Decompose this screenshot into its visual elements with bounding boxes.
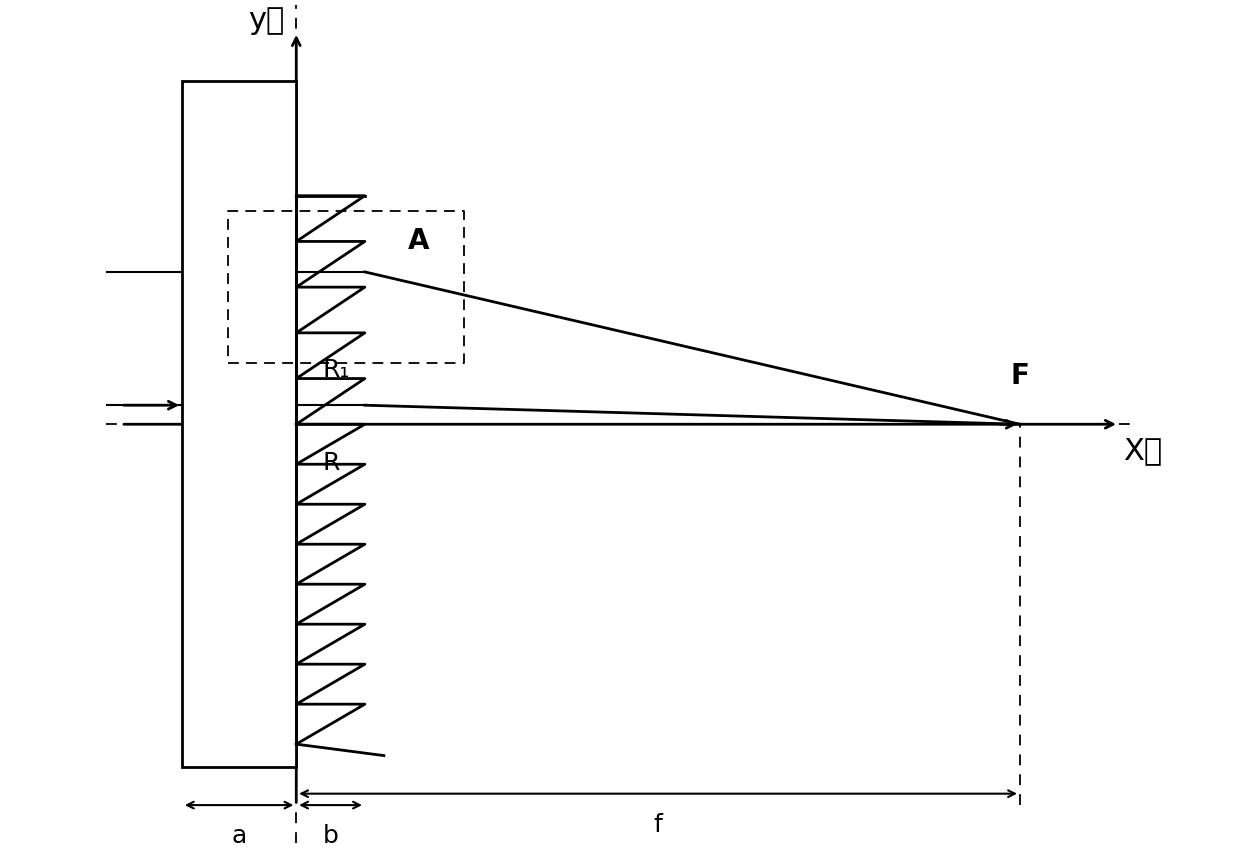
Bar [182,81,296,767]
Text: a: a [232,824,247,848]
Text: R₁: R₁ [322,358,351,382]
Text: f: f [653,813,662,837]
Text: R: R [322,451,340,475]
Text: X轴: X轴 [1122,436,1162,465]
Text: y轴: y轴 [248,6,285,35]
Text: F: F [1011,362,1029,390]
Text: A: A [408,227,429,256]
Text: b: b [322,824,339,848]
